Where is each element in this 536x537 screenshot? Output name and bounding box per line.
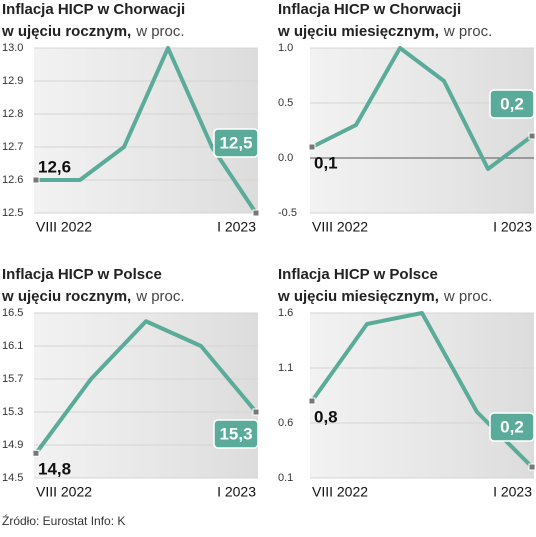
x-tick-label: I 2023 (217, 219, 256, 235)
x-tick-label: I 2023 (493, 219, 532, 235)
source: Źródło: Eurostat Info: K (2, 513, 125, 528)
y-tick-label: 12.6 (2, 174, 23, 186)
data-label: 15,3 (219, 424, 252, 443)
x-tick-label: VIII 2022 (312, 484, 368, 500)
unit: w proc. (135, 288, 184, 305)
data-label: 12,5 (219, 133, 252, 152)
unit: w proc. (443, 23, 492, 40)
chart-subtitle: w ujęciu rocznym, w proc. (1, 23, 185, 40)
line (34, 319, 258, 455)
y-tick-label: 1.1 (278, 362, 293, 374)
data-label: 0,2 (500, 94, 524, 113)
plot-area (310, 313, 534, 478)
x-tick-label: VIII 2022 (36, 219, 92, 235)
chart-title: Inflacja HICP w Chorwacji (278, 1, 461, 18)
subtitle: w ujęciu rocznym, (1, 288, 131, 305)
y-tick-label: 1.0 (278, 42, 293, 54)
x-tick-label: I 2023 (217, 484, 256, 500)
line (36, 46, 258, 215)
y-tick-label: 12.9 (2, 75, 23, 87)
data-label: 0,8 (314, 407, 338, 426)
unit: w proc. (443, 288, 492, 305)
x-tick-label: VIII 2022 (312, 219, 368, 235)
subtitle: w ujęciu miesięcznym, (277, 288, 439, 305)
y-tick-label: 1.6 (278, 307, 293, 319)
point-marker (32, 176, 40, 184)
y-tick-label: 12.8 (2, 108, 23, 120)
y-tick-label: 0.0 (278, 152, 293, 164)
y-tick-label: 16.5 (2, 307, 23, 319)
point-marker (528, 132, 536, 140)
data-label-box (213, 128, 259, 158)
y-tick-label: 0.6 (278, 417, 293, 429)
data-label: 0,2 (500, 417, 524, 436)
point-marker (252, 408, 260, 416)
point-marker (308, 397, 316, 405)
y-tick-label: 12.5 (2, 207, 23, 219)
y-tick-label: 0.1 (278, 472, 293, 484)
plot-area (34, 313, 258, 478)
y-tick-label: 15.7 (2, 373, 23, 385)
line (311, 46, 534, 171)
data-label-box (213, 419, 259, 449)
data-label: 0,1 (314, 153, 338, 172)
subtitle: w ujęciu rocznym, (1, 23, 131, 40)
y-tick-label: -0.5 (278, 207, 297, 219)
point-marker (32, 449, 40, 457)
y-tick-label: 13.0 (2, 42, 23, 54)
y-tick-label: 0.5 (278, 97, 293, 109)
chart-title: Inflacja HICP w Chorwacji (2, 1, 185, 18)
y-tick-label: 16.1 (2, 340, 23, 352)
y-tick-label: 14.5 (2, 472, 23, 484)
point-marker (528, 463, 536, 471)
y-tick-label: 12.7 (2, 141, 23, 153)
subtitle: w ujęciu miesięcznym, (277, 23, 439, 40)
data-label: 12,6 (38, 157, 71, 176)
y-tick-label: 15.3 (2, 406, 23, 418)
chart-subtitle: w ujęciu rocznym, w proc. (1, 288, 185, 305)
unit: w proc. (135, 23, 184, 40)
data-label-box (489, 89, 535, 119)
y-tick-label: 14.9 (2, 439, 23, 451)
chart-title: Inflacja HICP w Polsce (278, 266, 438, 283)
point-marker (308, 143, 316, 151)
chart-subtitle: w ujęciu miesięcznym, w proc. (277, 23, 492, 40)
chart-subtitle: w ujęciu miesięcznym, w proc. (277, 288, 492, 305)
x-tick-label: I 2023 (493, 484, 532, 500)
data-label-box (489, 412, 535, 442)
data-label: 14,8 (38, 460, 71, 479)
point-marker (252, 209, 260, 217)
chart-title: Inflacja HICP w Polsce (2, 266, 162, 283)
x-tick-label: VIII 2022 (36, 484, 92, 500)
